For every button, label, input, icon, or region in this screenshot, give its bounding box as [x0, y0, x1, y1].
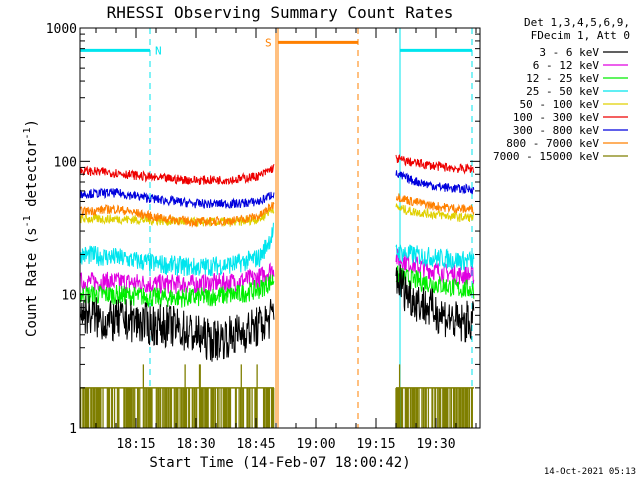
- legend: Det 1,3,4,5,6,9, FDecim 1, Att 0 3 - 6 k…: [493, 16, 630, 163]
- chart-title: RHESSI Observing Summary Count Rates: [107, 3, 454, 22]
- legend-label: 100 - 300 keV: [513, 111, 599, 124]
- mode-flag-label: S: [265, 36, 272, 49]
- series-line-12-25-kev: [79, 274, 275, 309]
- y-axis-label-main: Count Rate (s: [24, 227, 40, 337]
- series-line-3-6-kev: [79, 295, 275, 362]
- axis-layer: 1 10 100 1000 18:15 18:30 18:45 19:00 19:15 19:30: [46, 22, 480, 452]
- series-line-12-25-kev: [395, 265, 475, 299]
- series-line-800-7000-kev: [79, 201, 275, 228]
- legend-header-line-1: Det 1,3,4,5,6,9,: [524, 16, 630, 29]
- legend-header-line-2: FDecim 1, Att 0: [531, 29, 630, 42]
- y-axis-label: Count Rate (s-1 detector-1): [22, 119, 40, 337]
- series-line-25-50-kev: [79, 222, 274, 277]
- y-tick-label: 1000: [46, 22, 77, 37]
- generation-timestamp: 14-Oct-2021 05:13: [544, 467, 636, 477]
- x-tick-label: 19:30: [416, 437, 455, 452]
- legend-label: 3 - 6 keV: [539, 46, 599, 59]
- y-axis-label-sup2: -1: [22, 127, 33, 139]
- x-tick-label: 18:15: [116, 437, 155, 452]
- legend-label: 12 - 25 keV: [526, 72, 599, 85]
- plot-frame: [79, 27, 481, 429]
- y-axis-label-mid: detector: [24, 140, 40, 216]
- plot-layer: NS: [79, 28, 475, 428]
- mode-flag-label: N: [155, 44, 162, 57]
- y-tick-label: 1: [69, 422, 77, 437]
- legend-label: 800 - 7000 keV: [506, 137, 599, 150]
- legend-label: 25 - 50 keV: [526, 85, 599, 98]
- x-axis-label: Start Time (14-Feb-07 18:00:42): [149, 455, 410, 471]
- legend-label: 300 - 800 keV: [513, 124, 599, 137]
- series-line-100-300-kev: [79, 163, 275, 185]
- series-line-300-800-kev: [79, 187, 275, 209]
- legend-label: 6 - 12 keV: [533, 59, 600, 72]
- series-line-25-50-kev: [395, 244, 475, 271]
- series-line-6-12-kev: [79, 262, 275, 294]
- series-line-300-800-kev: [395, 170, 475, 195]
- y-tick-label: 100: [54, 155, 77, 170]
- series-line-6-12-kev: [395, 248, 475, 285]
- legend-label: 7000 - 15000 keV: [493, 150, 599, 163]
- x-tick-label: 19:00: [296, 437, 335, 452]
- y-tick-label: 10: [61, 289, 77, 304]
- series-line-3-6-kev: [395, 264, 475, 343]
- series-line-800-7000-kev: [396, 193, 475, 216]
- x-tick-label: 18:45: [236, 437, 275, 452]
- y-axis-label-sup1: -1: [22, 215, 33, 227]
- x-tick-label: 18:30: [176, 437, 215, 452]
- series-line-100-300-kev: [395, 154, 475, 175]
- x-tick-label: 19:15: [356, 437, 395, 452]
- y-axis-label-end: ): [24, 119, 40, 127]
- series-line-50-100-kev: [395, 203, 475, 223]
- legend-label: 50 - 100 keV: [520, 98, 600, 111]
